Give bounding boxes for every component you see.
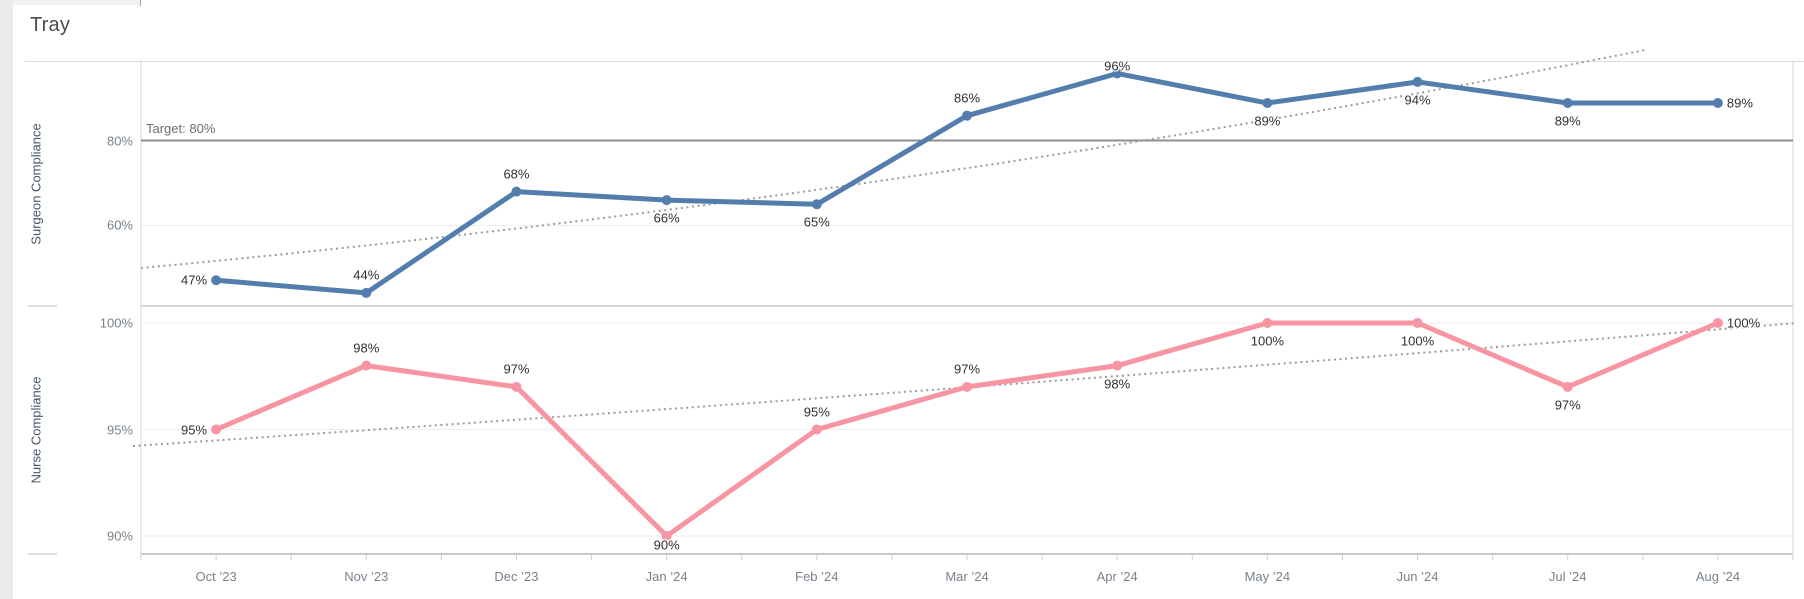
data-label: 89% [1254, 113, 1281, 129]
nurse-data-point[interactable] [211, 424, 222, 435]
data-label: 86% [953, 90, 981, 106]
data-label: 47% [181, 272, 208, 288]
surgeon-data-point[interactable] [1112, 68, 1123, 79]
target-line-label: Target: 80% [146, 121, 216, 136]
data-label: 98% [353, 340, 380, 356]
x-tick-label: Oct ’23 [195, 569, 237, 584]
data-label: 66% [653, 210, 680, 226]
data-label: 100% [1726, 315, 1761, 331]
data-label: 68% [503, 166, 530, 182]
data-label: 94% [1404, 92, 1431, 108]
top-edge-remnant [13, 0, 140, 5]
data-label: 89% [1726, 95, 1753, 111]
top-edge-remnant-line [140, 0, 141, 6]
x-tick-label: Jun ’24 [1396, 569, 1439, 584]
surgeon-data-point[interactable] [1262, 98, 1273, 109]
nurse-data-point[interactable] [1562, 381, 1573, 392]
data-label: 100% [1250, 333, 1284, 349]
x-tick-label: Mar ’24 [945, 569, 989, 584]
data-label: 98% [1104, 376, 1131, 392]
nurse-data-point[interactable] [661, 531, 672, 541]
y-tick-label: 90% [106, 528, 133, 544]
nurse-data-point[interactable] [962, 381, 972, 392]
y-axis-title-surgeon: Surgeon Compliance [28, 123, 44, 245]
x-tick-label: Feb ’24 [795, 569, 839, 584]
surgeon-data-point[interactable] [361, 287, 372, 298]
data-label: 97% [503, 361, 530, 377]
surgeon-data-point[interactable] [962, 110, 972, 121]
data-label: 97% [1554, 397, 1581, 413]
y-tick-label: 80% [106, 133, 133, 149]
nurse-data-point[interactable] [1262, 318, 1273, 328]
surgeon-data-point[interactable] [1412, 76, 1423, 87]
x-tick-label: Aug ’24 [1695, 569, 1740, 584]
x-tick-label: Dec ’23 [494, 569, 539, 584]
x-tick-label: Jul ’24 [1548, 569, 1587, 584]
surgeon-data-point[interactable] [511, 186, 522, 197]
surgeon-data-point[interactable] [661, 195, 672, 206]
surgeon-compliance-line[interactable] [213, 70, 1721, 296]
nurse-data-point[interactable] [361, 360, 372, 371]
surgeon-data-point[interactable] [1562, 98, 1573, 109]
nurse-data-point[interactable] [1712, 318, 1723, 328]
left-gutter [0, 0, 13, 599]
nurse-data-point[interactable] [1112, 360, 1123, 371]
surgeon-data-point[interactable] [811, 199, 822, 210]
y-axis-title-nurse: Nurse Compliance [28, 376, 44, 484]
y-tick-label: 95% [106, 422, 133, 437]
surgeon-data-point[interactable] [211, 275, 222, 286]
data-label: 97% [953, 361, 981, 377]
data-label: 96% [1104, 58, 1131, 74]
y-tick-label: 100% [99, 315, 133, 331]
x-tick-label: May ’24 [1244, 569, 1291, 584]
x-tick-label: Nov ’23 [344, 569, 389, 584]
x-tick-label: Jan ’24 [645, 569, 688, 584]
y-tick-label: 60% [106, 217, 133, 233]
nurse-data-point[interactable] [811, 424, 822, 435]
data-label: 100% [1400, 333, 1435, 349]
x-tick-label: Apr ’24 [1096, 569, 1138, 584]
nurse-trend-line [132, 322, 1798, 447]
data-label: 89% [1554, 113, 1581, 129]
data-label: 90% [653, 537, 680, 553]
data-label: 65% [803, 214, 830, 230]
data-label: 95% [803, 404, 830, 419]
nurse-data-point[interactable] [511, 381, 522, 392]
data-label: 95% [181, 422, 208, 437]
data-label: 44% [353, 267, 380, 283]
nurse-data-point[interactable] [1412, 318, 1423, 328]
sheet-title: Tray [30, 14, 71, 36]
surgeon-data-point[interactable] [1712, 98, 1723, 109]
